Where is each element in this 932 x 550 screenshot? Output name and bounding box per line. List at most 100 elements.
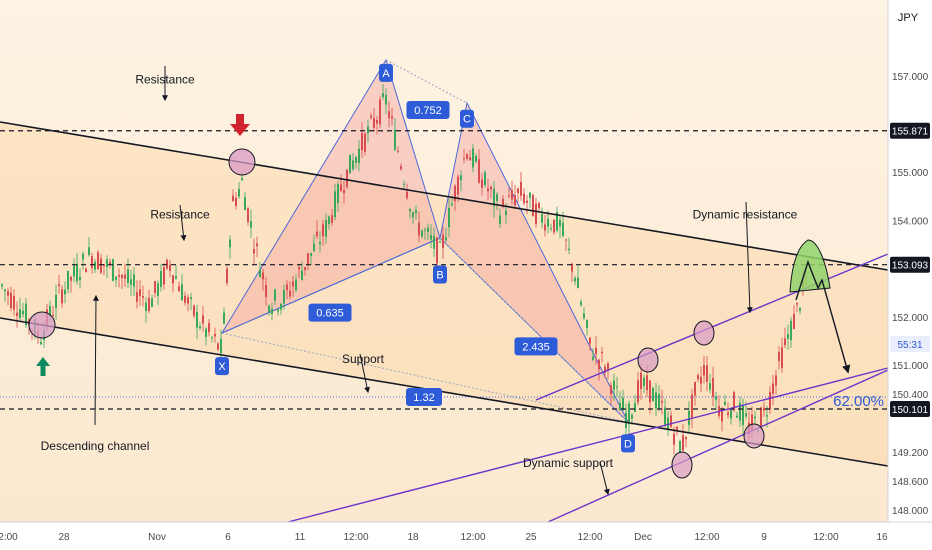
time-tick-label: Dec	[634, 532, 652, 543]
candle-body	[22, 310, 24, 315]
candle-body	[613, 380, 615, 390]
candle-body	[547, 218, 549, 227]
candle-body	[340, 184, 342, 191]
candle-body	[262, 272, 264, 280]
candle-body	[325, 220, 327, 237]
candle-body	[631, 414, 633, 419]
candle-body	[697, 375, 699, 380]
pattern-point-label: C	[463, 114, 471, 126]
candle-body	[280, 303, 282, 310]
candle-body	[691, 394, 693, 418]
candle-body	[766, 415, 768, 417]
annotation-label: Resistance	[135, 73, 195, 87]
candle-body	[211, 337, 213, 339]
candle-body	[532, 195, 534, 217]
bcd-triangle	[439, 101, 629, 423]
candle-body	[268, 305, 270, 312]
ratio-label: 0.752	[414, 105, 442, 117]
candle-body	[658, 394, 660, 409]
candle-body	[250, 221, 252, 228]
annotation-label: Descending channel	[41, 439, 150, 453]
candle-body	[58, 284, 60, 286]
candle-body	[343, 189, 345, 194]
candle-body	[418, 222, 420, 236]
price-tick-label: 152.000	[892, 313, 929, 324]
candle-body	[736, 415, 738, 418]
time-tick-label: 12:00	[694, 532, 719, 543]
candle-body	[115, 276, 117, 280]
time-tick-label: 16	[876, 532, 888, 543]
annotations: Resistance Resistance Support Descending ch…	[41, 73, 798, 470]
candle-body	[64, 289, 66, 295]
candle-body	[559, 219, 561, 227]
candle-body	[781, 347, 783, 368]
channel-upper-line	[0, 121, 889, 271]
candle-body	[163, 267, 165, 285]
candle-body	[91, 256, 93, 268]
ratio-label: 2.435	[522, 341, 550, 353]
candle-body	[625, 412, 627, 428]
touch-circle-left	[28, 311, 56, 339]
pattern-point-labels: X A B C D	[215, 63, 635, 453]
candle-body	[304, 267, 306, 271]
candle-body	[634, 403, 636, 412]
candle-body	[154, 281, 156, 293]
candle-body	[706, 365, 708, 382]
price-tick-label: 148.000	[892, 506, 929, 517]
candle-body	[25, 303, 27, 326]
descending-channel-fill	[0, 122, 888, 466]
candle-body	[760, 407, 762, 428]
candle-body	[322, 224, 324, 237]
candle-body	[193, 305, 195, 316]
candle-body	[376, 119, 378, 124]
candle-body	[574, 277, 576, 282]
time-tick-label: 12:00	[577, 532, 602, 543]
annotation-label: Support	[342, 352, 385, 366]
price-badge	[890, 122, 930, 139]
currency-label: JPY	[898, 12, 919, 24]
ratio-badge	[308, 303, 352, 322]
candle-body	[661, 400, 663, 403]
candle-body	[4, 289, 6, 292]
candle-body	[433, 236, 435, 249]
candle-body	[679, 441, 681, 453]
candle-body	[601, 351, 603, 354]
candle-body	[568, 248, 570, 250]
price-tick-label: 150.400	[892, 390, 929, 401]
candle-body	[439, 241, 441, 243]
candle-body	[220, 338, 222, 354]
candle-body	[100, 258, 102, 273]
candle-body	[460, 175, 462, 181]
candle-body	[790, 320, 792, 341]
candle-body	[286, 284, 288, 291]
candle-body	[406, 191, 408, 199]
touch-ellipse-3	[671, 451, 693, 479]
candle-body	[487, 188, 489, 192]
candle-body	[76, 263, 78, 282]
projection-path	[795, 259, 851, 374]
candle-body	[727, 412, 729, 415]
candle-body	[331, 215, 333, 223]
candle-body	[190, 297, 192, 299]
candle-body	[184, 295, 186, 303]
green-up-arrow	[36, 357, 50, 376]
time-axis[interactable]: 2:00 28 Nov 6 11 12:00 18 12:00 25 12:00 Dec 12:00 9…	[0, 532, 888, 543]
candle-body	[538, 202, 540, 209]
time-tick-label: 25	[525, 532, 537, 543]
pointer-descending-channel	[92, 294, 99, 426]
candle-body	[754, 416, 756, 419]
annotation-label: Resistance	[150, 208, 210, 222]
xb-line	[221, 237, 441, 334]
candle-body	[85, 268, 87, 273]
candle-body	[94, 261, 96, 270]
candle-body	[541, 213, 543, 223]
candle-body	[370, 115, 372, 118]
candle-body	[88, 247, 90, 256]
candle-body	[394, 129, 396, 150]
candle-body	[235, 197, 237, 206]
candle-body	[412, 212, 414, 218]
candle-body	[127, 269, 129, 283]
candle-body	[796, 302, 798, 305]
candle-body	[310, 252, 312, 256]
